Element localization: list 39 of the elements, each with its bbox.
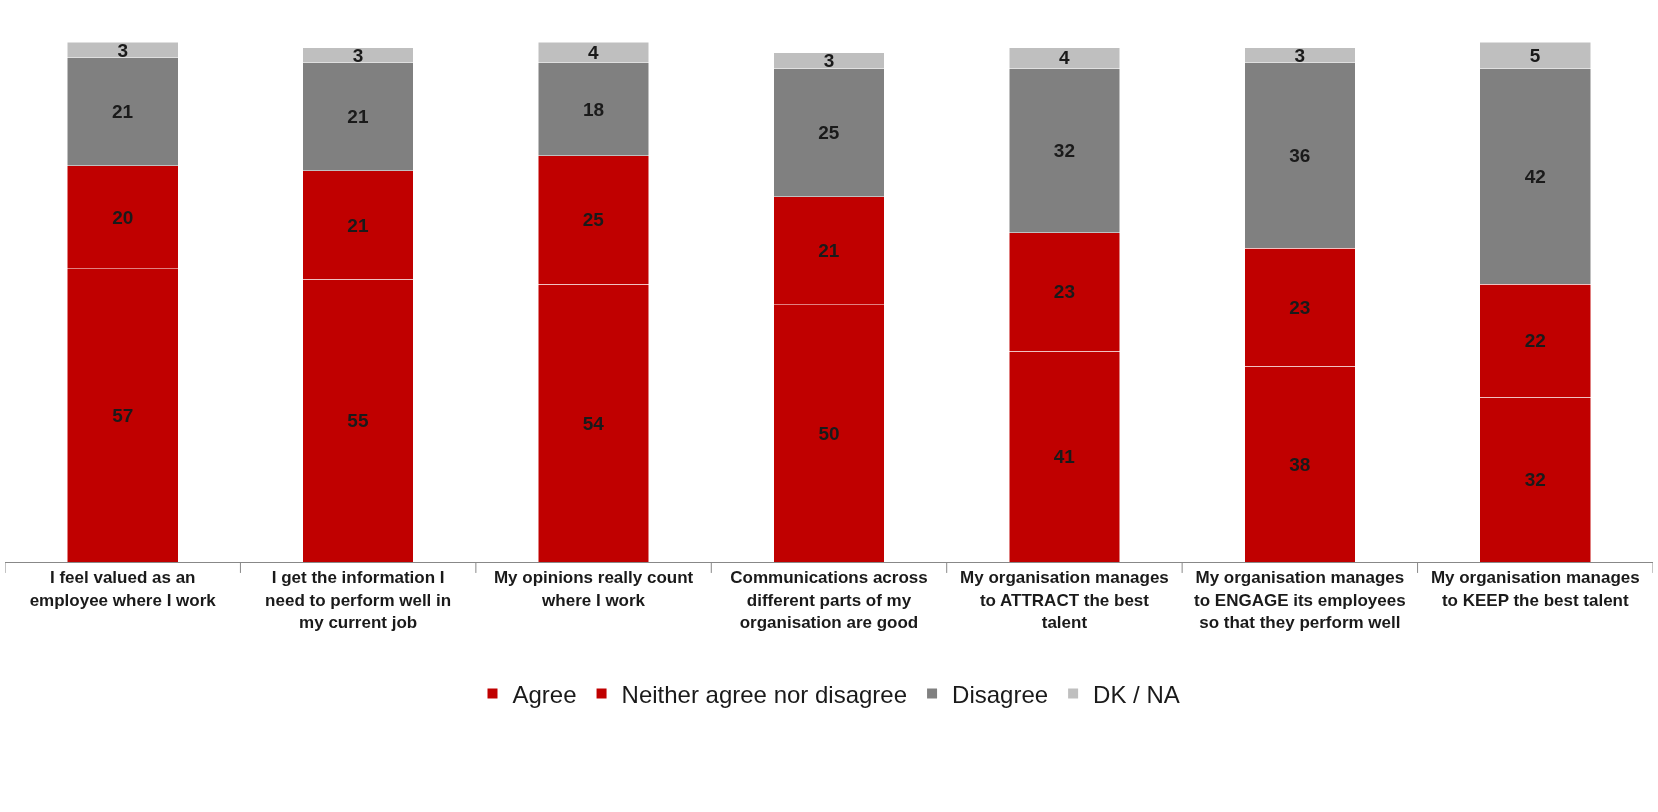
legend-label: Neither agree nor disagree: [621, 680, 908, 708]
data-label: 18: [583, 98, 605, 120]
data-label: 21: [347, 214, 369, 236]
x-tick-label: My organisation manages to ATTRACT the best talent: [960, 568, 1169, 632]
data-label: 21: [347, 106, 369, 128]
data-label: 3: [352, 44, 364, 66]
data-label: 22: [1524, 330, 1546, 352]
legend-label: DK / NA: [1093, 680, 1180, 708]
data-label: 23: [1053, 281, 1075, 303]
data-label: 36: [1289, 145, 1311, 167]
data-label: 32: [1053, 139, 1075, 161]
data-label: 21: [818, 240, 840, 262]
data-label: 38: [1289, 453, 1311, 475]
data-label: 20: [112, 206, 134, 228]
data-label: 55: [347, 410, 369, 432]
data-label: 32: [1524, 469, 1546, 491]
data-label: 4: [1058, 47, 1070, 69]
x-tick-label: My organisation manages to ENGAGE its employees so that they perform well: [1194, 568, 1406, 632]
data-label: 5: [1529, 44, 1541, 66]
x-tick-label: I feel valued as an employee where I work: [29, 568, 217, 610]
data-label: 25: [818, 121, 840, 143]
data-label: 3: [1294, 44, 1306, 66]
x-tick-label: I get the information I need to perform well in my current job: [265, 568, 452, 632]
data-label: 3: [117, 39, 128, 61]
legend-label: Disagree: [952, 680, 1049, 708]
data-label: 23: [1289, 296, 1311, 318]
data-label: 25: [582, 209, 605, 231]
data-label: 3: [823, 49, 835, 71]
x-tick-label: My opinions really count where I work: [493, 568, 694, 610]
x-tick-label: Communications across different parts of my organisation are good: [730, 568, 928, 632]
data-label: 54: [582, 412, 605, 434]
data-label: 21: [111, 101, 134, 123]
data-label: 41: [1053, 446, 1076, 468]
legend-label: Agree: [512, 680, 577, 708]
data-label: 42: [1524, 165, 1546, 187]
data-label: 4: [588, 42, 600, 64]
data-label: 50: [818, 422, 840, 444]
data-label: 57: [112, 404, 134, 426]
x-tick-label: My organisation manages to KEEP the best talent: [1430, 568, 1640, 610]
